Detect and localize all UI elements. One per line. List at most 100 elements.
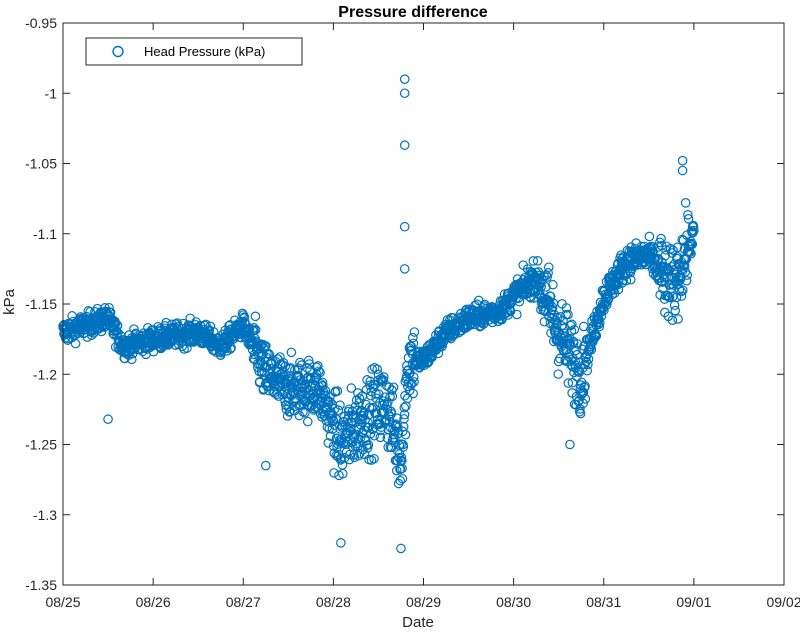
data-point [580,394,591,404]
data-point [683,214,694,224]
data-point [250,324,261,335]
data-point [399,221,410,232]
x-tick-label: 08/28 [316,594,351,610]
data-point [686,248,696,259]
data-point [388,382,399,393]
data-point [687,239,698,250]
chart-title: Pressure difference [338,4,488,21]
axes: 08/25 08/26 08/27 08/28 08/29 08/30 08/31 09/01… [25,15,800,610]
data-point [399,402,410,413]
data-point [369,453,379,464]
data-point [226,342,236,353]
data-point [558,315,568,326]
x-tick-label: 08/25 [45,594,80,610]
data-point [618,275,629,286]
data-point [676,286,687,297]
data-point [399,140,410,151]
data-point [543,262,554,273]
data-point [302,416,313,427]
data-point [570,356,581,367]
data-point [547,302,558,313]
data-point [406,345,417,356]
y-axis-label: kPa [1,288,18,315]
data-point [346,417,357,428]
x-axis-label: Date [402,614,434,631]
data-point [541,282,551,292]
data-point [689,225,699,236]
data-point [582,365,593,376]
data-point [346,383,357,393]
data-point [670,305,681,316]
data-point [399,74,410,84]
x-tick-label: 09/01 [676,594,711,610]
data-point [371,389,381,399]
data-point [553,369,564,379]
data-point [514,296,525,307]
x-tick-label: 08/26 [136,594,171,610]
data-point [332,386,343,396]
data-point [339,453,350,463]
data-point [387,391,398,402]
data-point [672,242,683,253]
data-point [70,338,81,349]
x-tick-label: 08/31 [586,594,621,610]
data-point [512,309,522,320]
data-point [656,233,666,244]
y-tick-label: -1.05 [25,156,57,172]
y-tick-label: -1 [45,85,58,101]
data-point [408,332,418,343]
data-point [591,330,602,341]
data-point [575,404,585,414]
data-point [108,321,119,331]
data-point [679,261,690,271]
data-point [578,398,588,409]
data-point [665,244,676,254]
data-point [397,426,408,437]
data-point [408,338,419,349]
data-point [328,416,339,427]
data-point [678,260,689,270]
y-tick-label: -1.25 [25,437,57,453]
y-tick-label: -0.95 [25,15,57,31]
data-point [372,364,382,375]
x-tick-label: 08/30 [496,594,531,610]
data-point [543,268,553,278]
data-point [286,347,297,358]
data-point [565,338,576,349]
data-point [389,437,400,448]
x-tick-label: 09/02 [766,594,800,610]
data-point [333,439,343,449]
data-point [121,347,131,358]
data-point [520,289,530,300]
data-point [397,463,407,474]
data-point [583,354,594,364]
data-point [409,377,419,387]
data-point [569,324,580,335]
data-point [295,357,305,368]
data-point [325,392,335,402]
data-point [409,327,420,337]
x-tick-label: 08/29 [406,594,441,610]
data-point [384,382,394,393]
data-point [677,155,688,166]
data-point [674,284,685,295]
data-point [572,339,583,349]
data-point [250,311,261,322]
data-point [683,210,693,220]
data-point [317,377,328,388]
data-point [333,405,344,415]
data-point [314,366,324,377]
data-point [336,538,346,548]
data-point [303,355,314,366]
data-point [327,411,338,421]
data-point [408,388,418,399]
data-point [386,408,397,419]
data-point [676,291,687,301]
data-points [58,74,699,554]
data-point [110,319,121,329]
data-point [594,321,605,332]
data-point [677,165,688,176]
data-point [621,275,632,286]
data-point [580,381,590,391]
data-point [667,315,678,325]
